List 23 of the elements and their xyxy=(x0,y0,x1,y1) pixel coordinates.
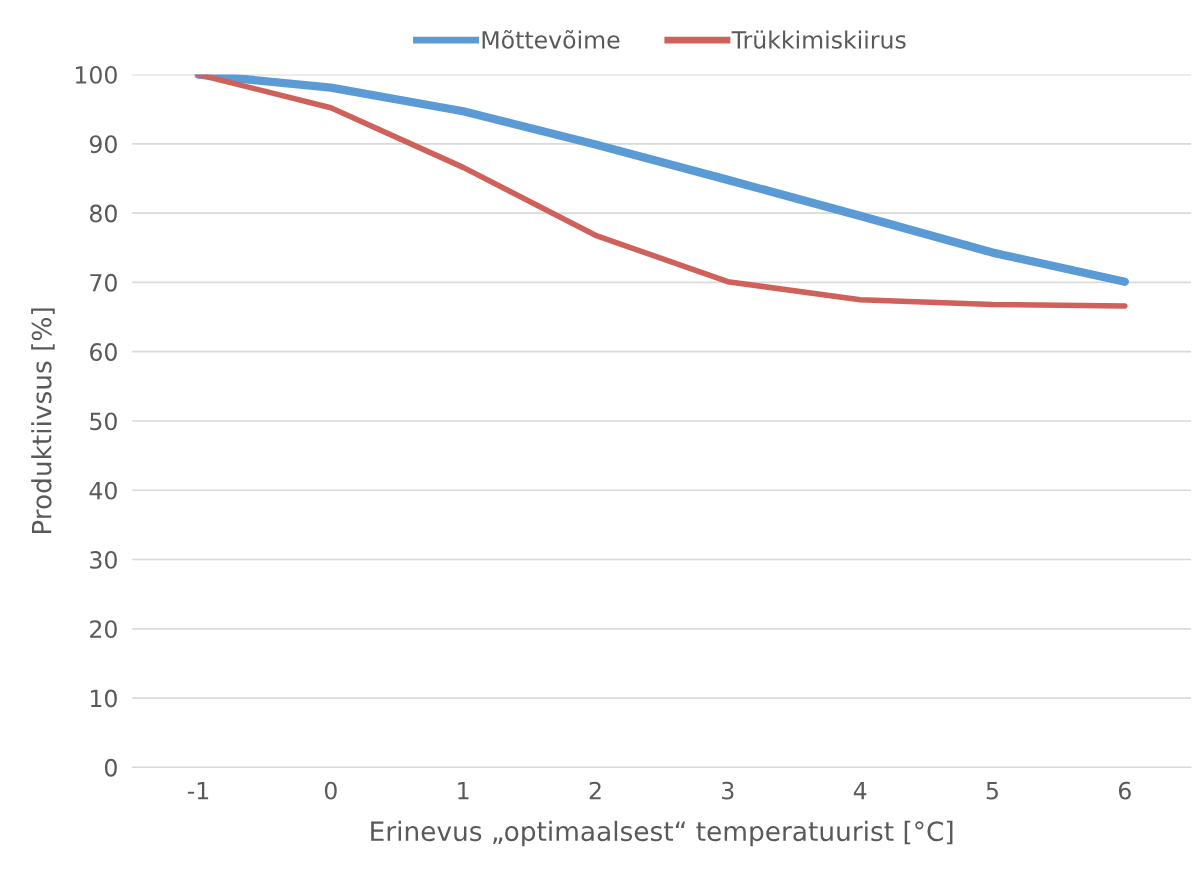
legend-label: Trükkimiskiirus xyxy=(731,30,906,49)
y-tick-label: 20 xyxy=(90,620,117,639)
y-axis-title: Produktiivsus [%] xyxy=(31,308,55,534)
x-axis-title: Erinevus „optimaalsest“ temperatuurist [°C] xyxy=(371,820,953,847)
y-tick-label: 70 xyxy=(90,273,117,292)
legend-label: Mõttevõime xyxy=(482,30,620,49)
y-tick-label: 50 xyxy=(90,412,117,431)
x-tick-label: 6 xyxy=(1118,781,1131,800)
x-tick-label: 3 xyxy=(722,781,734,800)
x-tick-label: 1 xyxy=(458,781,469,800)
y-tick-label: 80 xyxy=(90,204,117,223)
y-tick-label: 30 xyxy=(90,550,117,569)
x-tick-label: 4 xyxy=(853,781,867,800)
y-tick-label: 90 xyxy=(89,135,117,154)
y-tick-label: 40 xyxy=(89,481,117,500)
y-tick-label: 100 xyxy=(75,65,117,84)
x-tick-label: 0 xyxy=(324,781,337,800)
y-tick-label: 60 xyxy=(90,343,117,361)
x-tick-label: 2 xyxy=(589,781,601,800)
y-tick-label: 0 xyxy=(104,758,117,777)
x-tick-label: 5 xyxy=(986,781,998,800)
x-tick-label: -1 xyxy=(187,781,209,800)
y-tick-label: 10 xyxy=(90,689,117,708)
